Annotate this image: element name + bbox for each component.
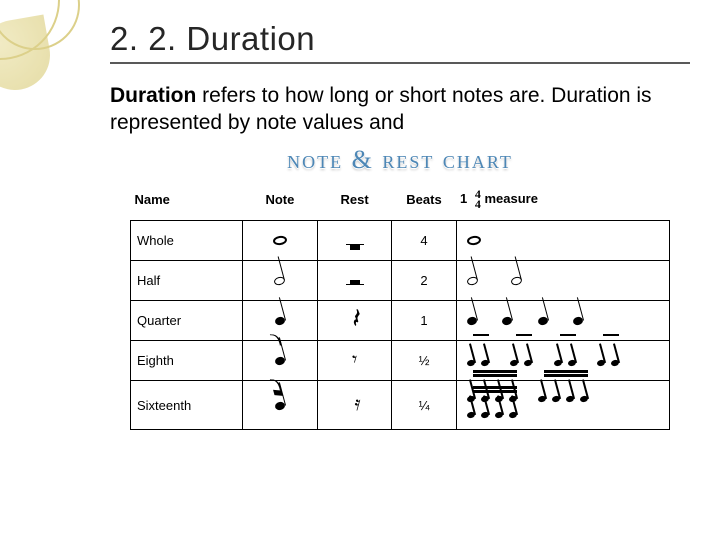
cell-note [243, 381, 318, 430]
quarter-note-icon [573, 316, 585, 326]
whole-rest-icon [346, 244, 364, 245]
table-row: Whole 4 [131, 221, 670, 261]
quarter-note-icon [274, 316, 286, 326]
cell-name: Half [131, 261, 243, 301]
half-note-icon [274, 276, 287, 287]
cell-name: Sixteenth [131, 381, 243, 430]
cell-rest [317, 221, 392, 261]
eighth-note-icon [274, 356, 286, 366]
half-note-icon [466, 276, 479, 287]
whole-note-icon [466, 235, 481, 246]
intro-paragraph: Duration refers to how long or short not… [110, 82, 690, 137]
table-row: Eighth 𝄾 ½ [131, 341, 670, 381]
quarter-note-icon [537, 316, 549, 326]
chart-title: note & rest chart [110, 145, 690, 175]
cell-beats: ½ [392, 341, 456, 381]
cell-name: Whole [131, 221, 243, 261]
table-row: Quarter 𝄽 1 [131, 301, 670, 341]
cell-beats: 1 [392, 301, 456, 341]
cell-measure [456, 221, 670, 261]
cell-note [243, 301, 318, 341]
cell-rest: 𝄾 [317, 341, 392, 381]
table-row: Half 2 [131, 261, 670, 301]
whole-note-icon [272, 235, 287, 246]
half-note-icon [510, 276, 523, 287]
beamed-sixteenth-quad-icon [538, 390, 594, 405]
col-beats: Beats [392, 183, 456, 221]
cell-note [243, 221, 318, 261]
cell-name: Eighth [131, 341, 243, 381]
cell-measure [456, 381, 670, 430]
col-rest: Rest [317, 183, 392, 221]
quarter-rest-icon: 𝄽 [352, 311, 358, 327]
beamed-eighth-pair-icon [597, 354, 625, 369]
cell-rest: 𝄽 [317, 301, 392, 341]
table-row: Sixteenth 𝄿 ¼ [131, 381, 670, 430]
cell-name: Quarter [131, 301, 243, 341]
col-measure: 1 4 4 measure [456, 183, 670, 221]
cell-beats: 4 [392, 221, 456, 261]
slide-content: 2. 2. Duration Duration refers to how lo… [110, 20, 690, 430]
cell-measure [456, 261, 670, 301]
cell-beats: ¼ [392, 381, 456, 430]
col-note: Note [243, 183, 318, 221]
decorative-ring [0, 0, 80, 50]
half-rest-icon [346, 284, 364, 285]
cell-note [243, 341, 318, 381]
eighth-rest-icon: 𝄾 [352, 353, 357, 367]
note-rest-chart: Name Note Rest Beats 1 4 4 measure Whole [130, 183, 670, 431]
lead-term: Duration [110, 84, 196, 107]
time-signature: 4 4 [475, 189, 481, 211]
table-header-row: Name Note Rest Beats 1 4 4 measure [131, 183, 670, 221]
beamed-eighth-pair-icon [554, 354, 582, 369]
sixteenth-note-icon [274, 401, 286, 411]
col-name: Name [131, 183, 243, 221]
cell-beats: 2 [392, 261, 456, 301]
beamed-sixteenth-quad-icon [467, 406, 523, 421]
quarter-note-icon [501, 316, 513, 326]
cell-rest: 𝄿 [317, 381, 392, 430]
cell-rest [317, 261, 392, 301]
beamed-eighth-pair-icon [510, 354, 538, 369]
page-title: 2. 2. Duration [110, 20, 690, 64]
quarter-note-icon [466, 316, 478, 326]
beamed-eighth-pair-icon [467, 354, 495, 369]
cell-note [243, 261, 318, 301]
